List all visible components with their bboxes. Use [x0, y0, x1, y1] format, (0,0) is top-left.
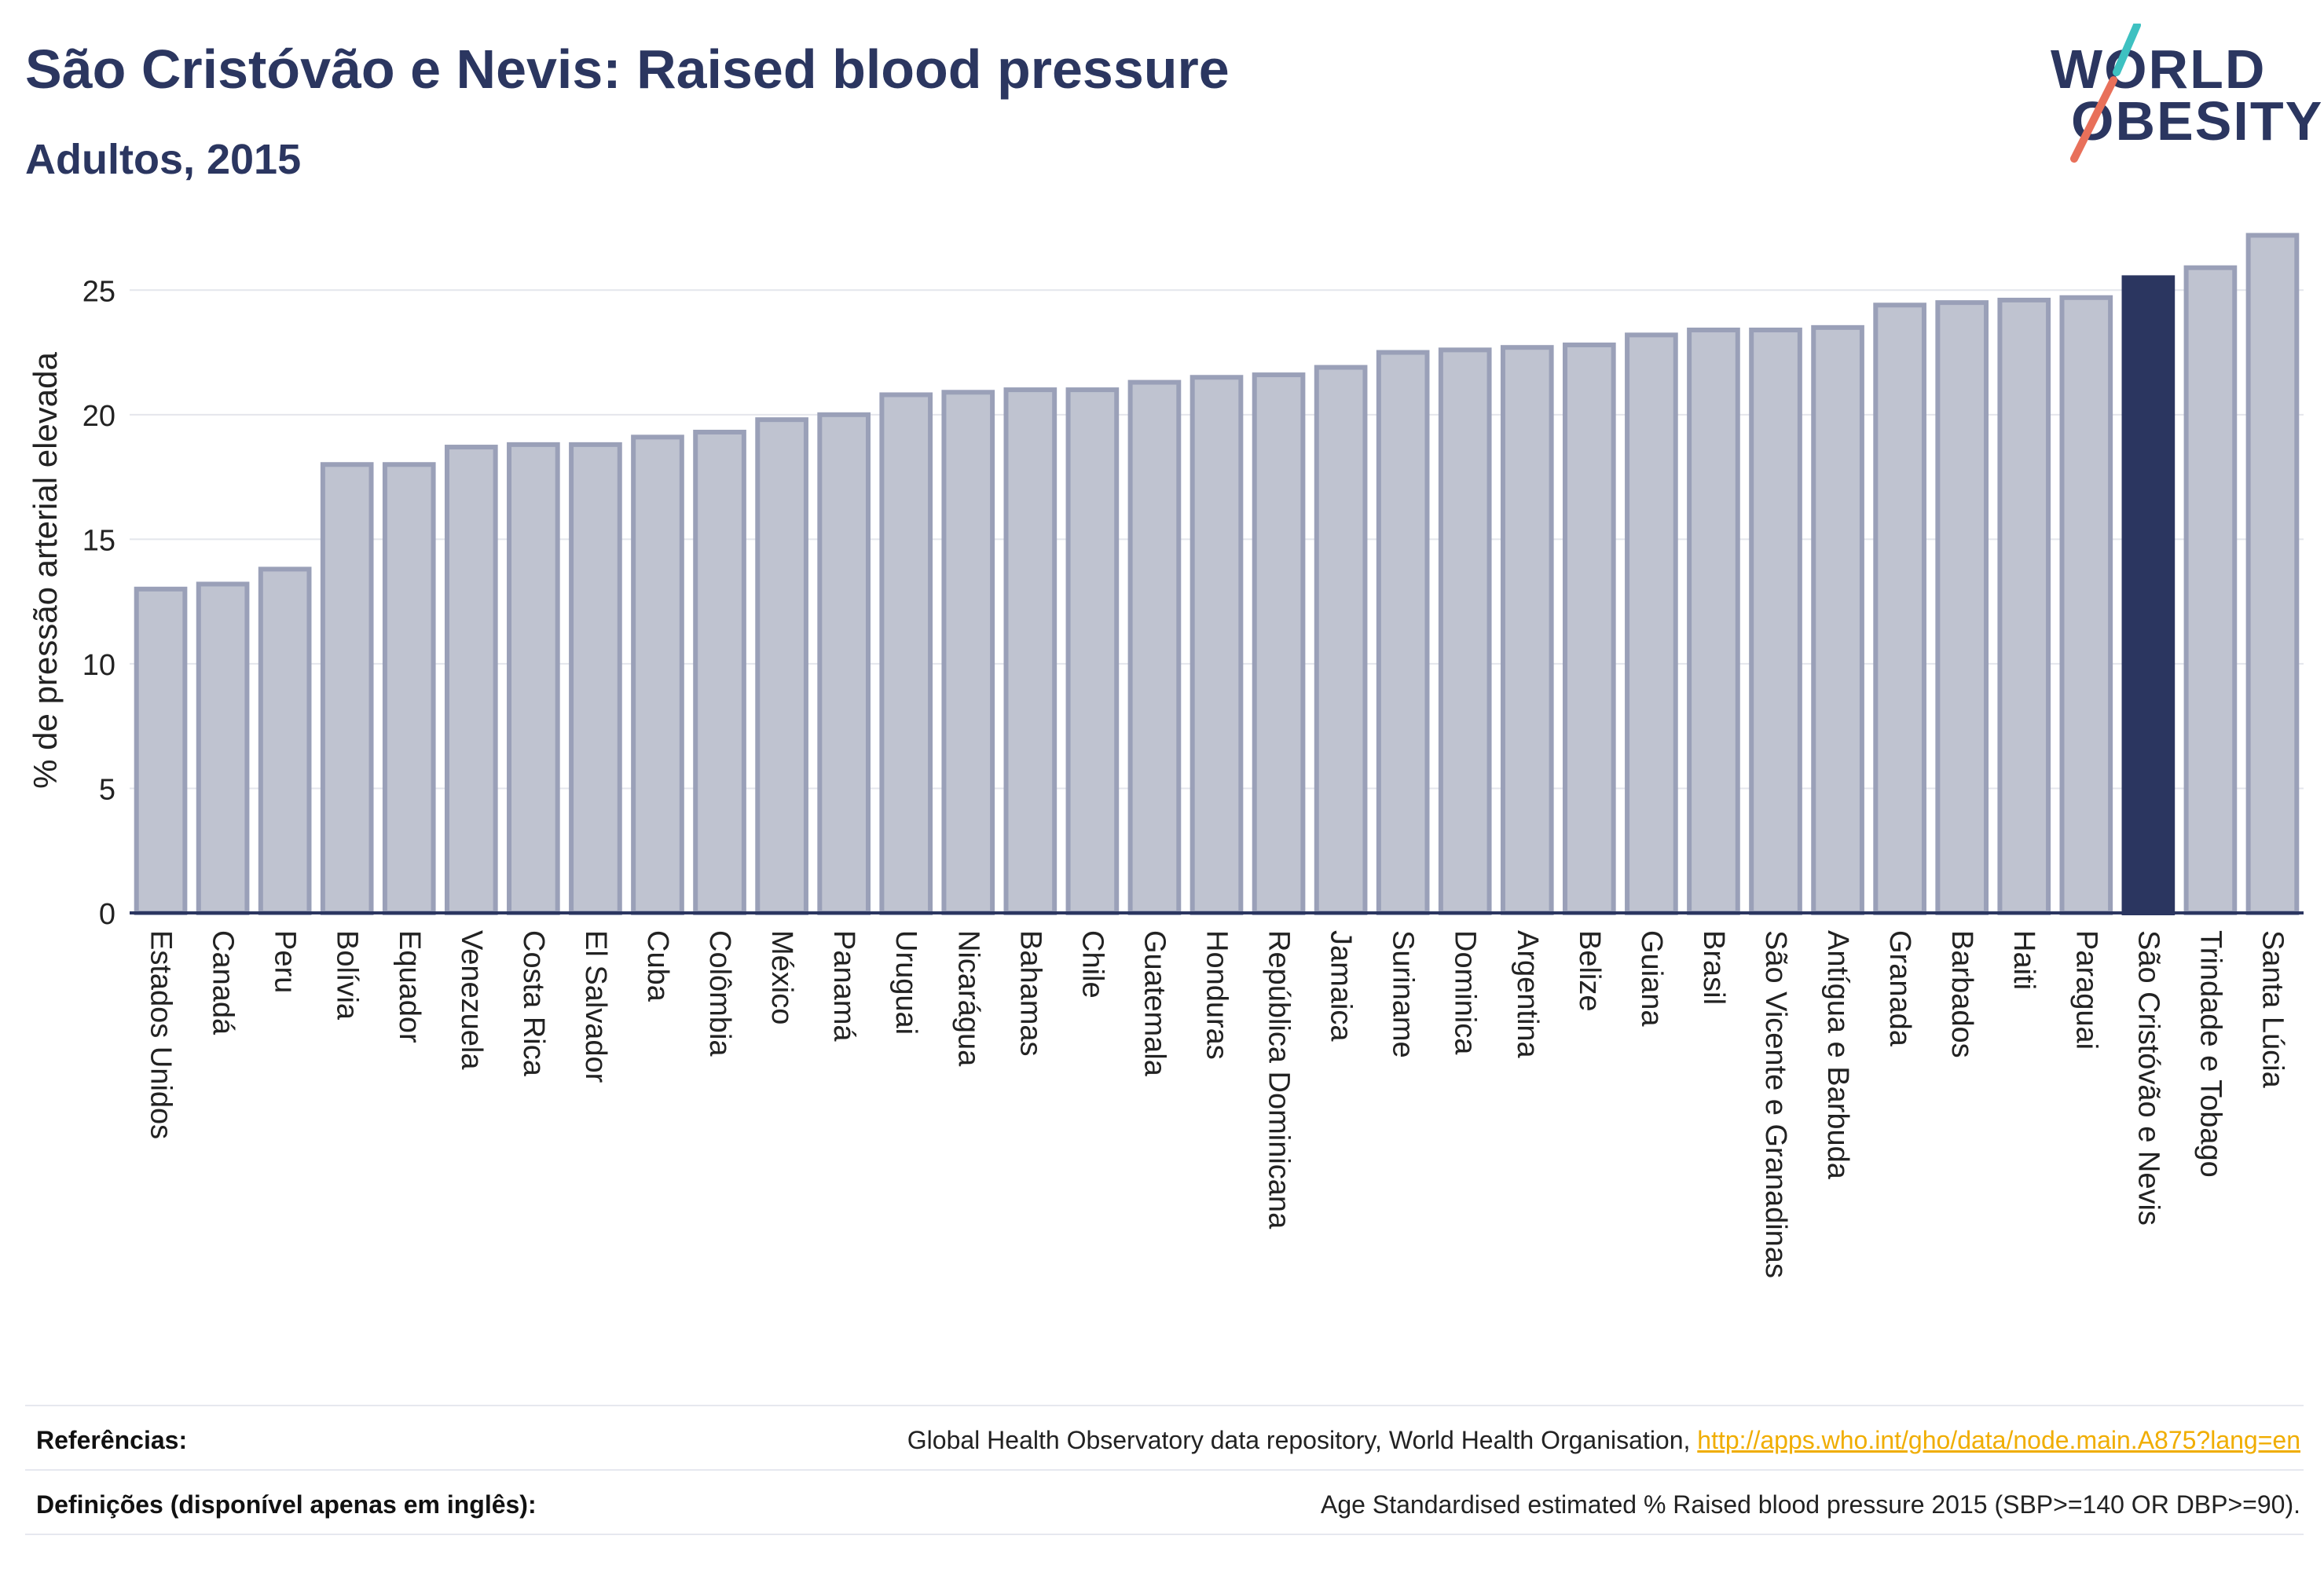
bar — [2183, 265, 2238, 915]
y-tick-label: 20 — [82, 400, 115, 433]
footer-divider — [25, 1405, 2304, 1406]
bar — [1500, 345, 1554, 916]
bar — [1625, 332, 1678, 915]
bar — [444, 445, 498, 915]
bar — [1438, 347, 1492, 915]
bar — [2059, 295, 2113, 915]
x-tick-label: Suriname — [1387, 930, 1420, 1058]
x-tick-label: Haiti — [2007, 930, 2040, 990]
logo-slash-icon — [2070, 24, 2141, 163]
x-tick-label: Guiana — [1635, 930, 1668, 1027]
y-tick-label: 0 — [99, 898, 115, 931]
x-tick-label: Equador — [393, 930, 426, 1043]
bar — [1935, 300, 1989, 915]
x-tick-label: Jamaica — [1325, 930, 1358, 1042]
bar — [196, 581, 250, 915]
bar — [1314, 365, 1368, 915]
x-tick-label: Bahamas — [1014, 930, 1047, 1057]
x-tick-label: Brasil — [1697, 930, 1730, 1005]
bar — [2245, 233, 2300, 915]
bar — [320, 462, 374, 915]
x-tick-label: Colômbia — [703, 930, 736, 1057]
x-tick-label: El Salvador — [579, 930, 612, 1083]
x-tick-label: Guatemala — [1138, 930, 1171, 1077]
x-tick-label: Antígua e Barbuda — [1821, 930, 1854, 1180]
x-tick-label: Argentina — [1511, 930, 1544, 1059]
y-tick-label: 15 — [82, 524, 115, 557]
logo-line-2: OBESITY — [2071, 90, 2324, 152]
bar — [569, 442, 622, 915]
bar — [1997, 297, 2051, 915]
x-tick-label: Panamá — [827, 930, 860, 1042]
bar — [382, 462, 436, 915]
x-tick-label: Paraguai — [2069, 930, 2102, 1050]
y-tick-label: 10 — [82, 649, 115, 682]
x-tick-label: Honduras — [1200, 930, 1233, 1060]
x-tick-label: Dominica — [1449, 930, 1482, 1055]
definitions-text: Age Standardised estimated % Raised bloo… — [1321, 1490, 2300, 1519]
x-tick-label: Peru — [269, 930, 302, 993]
page-title: São Cristóvão e Nevis: Raised blood pres… — [25, 38, 1230, 100]
bar — [1127, 379, 1182, 915]
page-subtitle: Adultos, 2015 — [25, 136, 302, 183]
x-tick-label: Barbados — [1945, 930, 1978, 1058]
references-label: Referências: — [36, 1426, 188, 1454]
x-tick-label: Uruguai — [889, 930, 922, 1035]
x-tick-label: República Dominicana — [1263, 930, 1296, 1230]
bar — [879, 392, 933, 915]
bar-chart: 0 5 10 15 20 25 % de pressão arterial elevada E… — [27, 233, 2304, 1278]
bar — [693, 430, 746, 915]
bar — [1873, 302, 1926, 916]
x-tick-label: Estados Unidos — [145, 930, 178, 1139]
x-tick-label: Granada — [1883, 930, 1916, 1047]
bar — [1189, 375, 1244, 916]
bar — [1687, 328, 1740, 915]
bar — [631, 434, 684, 915]
bar — [755, 417, 808, 915]
bar — [134, 586, 188, 915]
x-tick-label: Costa Rica — [517, 930, 550, 1077]
y-axis-label: % de pressão arterial elevada — [27, 352, 64, 789]
bar — [2121, 275, 2176, 916]
x-tick-label: Santa Lúcia — [2256, 930, 2289, 1089]
x-tick-label: Cuba — [641, 930, 674, 1002]
x-tick-label: Chile — [1076, 930, 1109, 999]
y-tick-label: 5 — [99, 773, 115, 806]
bar — [1065, 387, 1120, 916]
x-tick-label: São Vicente e Granadinas — [1759, 930, 1792, 1278]
x-tick-label: Trindade e Tobago — [2194, 930, 2227, 1178]
x-tick-label: Belize — [1573, 930, 1606, 1012]
x-tick-label: São Cristóvão e Nevis — [2132, 930, 2165, 1226]
bar — [507, 442, 560, 915]
x-tick-label: Nicarágua — [951, 930, 984, 1067]
footer-divider — [25, 1534, 2304, 1535]
bar — [258, 566, 312, 915]
references-link[interactable]: http://apps.who.int/gho/data/node.main.A… — [1697, 1426, 2300, 1454]
y-tick-label: 25 — [82, 275, 115, 308]
bar — [941, 390, 995, 915]
bar — [1252, 372, 1306, 916]
x-tick-label: Canadá — [207, 930, 240, 1035]
bar — [817, 412, 871, 915]
logo-line-1: WORLD — [2051, 38, 2267, 100]
x-tick-label: Venezuela — [455, 930, 488, 1070]
x-tick-label: Bolívia — [331, 930, 364, 1021]
footer-divider — [25, 1469, 2304, 1471]
bar — [1811, 324, 1864, 915]
definitions-label: Definições (disponível apenas em inglês)… — [36, 1490, 537, 1519]
references-text: Global Health Observatory data repositor… — [907, 1426, 1698, 1454]
bar — [1749, 328, 1802, 915]
x-tick-label: México — [765, 930, 798, 1024]
bar — [1376, 350, 1430, 915]
bar — [1003, 387, 1058, 916]
references-value: Global Health Observatory data repositor… — [907, 1426, 2300, 1455]
world-obesity-logo: WORLD OBESITY — [2051, 24, 2322, 165]
bar — [1563, 343, 1616, 915]
